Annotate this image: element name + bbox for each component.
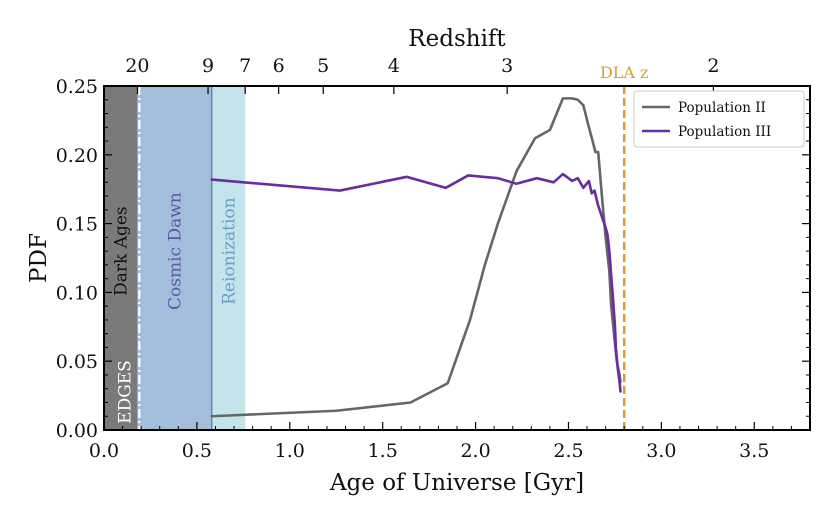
y-tick-label: 0.20 [56, 145, 98, 167]
series-line-population-ii [210, 97, 622, 418]
dla-label: DLA z [600, 63, 649, 82]
top-tick-label: 20 [125, 55, 149, 77]
x-tick-label: 3.0 [646, 440, 676, 462]
x-tick-label: 0.0 [89, 440, 119, 462]
top-tick-label: 7 [239, 55, 251, 77]
top-tick-label: 4 [388, 55, 400, 77]
top-axis-label: Redshift [408, 26, 506, 52]
region-dark-ages [104, 86, 138, 430]
legend-box [633, 90, 805, 148]
labels-layer: Age of Universe [Gyr] PDF Redshift [26, 26, 584, 496]
x-tick-label: 2.0 [460, 440, 490, 462]
dla-layer: DLA z [600, 63, 649, 430]
legend-label-population-ii: Population II [678, 100, 766, 116]
x-tick-label: 3.5 [739, 440, 769, 462]
region-labels-layer: Dark Ages Cosmic Dawn Reionization EDGES [112, 192, 240, 424]
y-tick-label: 0.15 [56, 214, 98, 236]
y-tick-label: 0.00 [56, 420, 98, 442]
series-layer [210, 97, 622, 418]
top-tick-label: 5 [317, 55, 329, 77]
x-tick-label: 0.5 [182, 440, 212, 462]
y-tick-label: 0.25 [56, 76, 98, 98]
y-axis-label: PDF [26, 233, 52, 283]
region-label-cosmic-dawn: Cosmic Dawn [166, 192, 186, 310]
legend: Population II Population III [633, 90, 805, 148]
top-tick-label: 6 [273, 55, 285, 77]
top-tick-label: 3 [501, 55, 513, 77]
region-reionization [211, 86, 246, 430]
y-tick-label: 0.10 [56, 282, 98, 304]
edges-label: EDGES [115, 360, 135, 424]
x-tick-label: 2.5 [553, 440, 583, 462]
top-tick-label: 9 [202, 55, 214, 77]
x-axis-label: Age of Universe [Gyr] [329, 470, 584, 496]
region-cosmic-dawn [137, 86, 212, 430]
series-line-population-iii [210, 172, 622, 393]
y-tick-label: 0.05 [56, 351, 98, 373]
x-tick-label: 1.0 [275, 440, 305, 462]
regions-layer [104, 86, 246, 430]
x-tick-label: 1.5 [368, 440, 398, 462]
ticks-layer: 0.0 0.5 1.0 1.5 2.0 2.5 3.0 3.5 0.00 0.05 0.10 0.15… [56, 55, 810, 462]
region-label-dark-ages: Dark Ages [112, 206, 132, 296]
legend-label-population-iii: Population III [678, 124, 771, 140]
top-tick-label: 2 [707, 55, 719, 77]
region-label-reionization: Reionization [219, 197, 239, 305]
